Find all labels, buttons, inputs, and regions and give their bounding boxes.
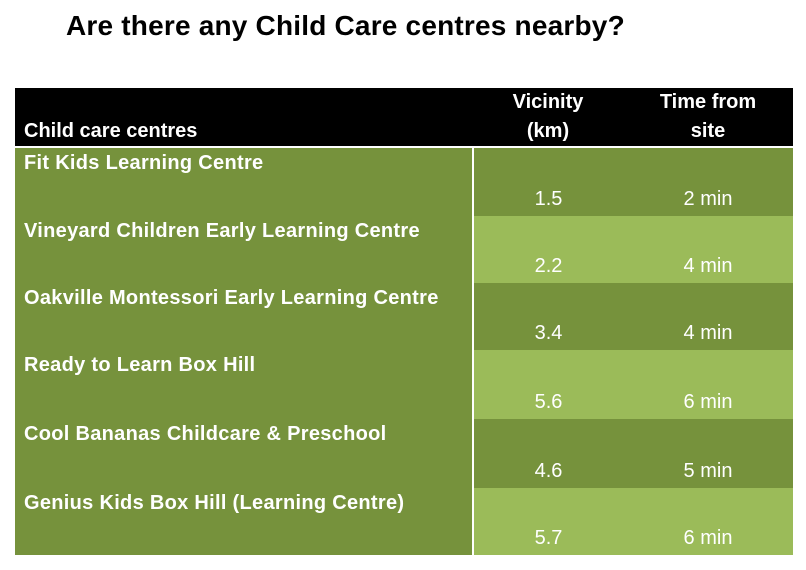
centre-name: Fit Kids Learning Centre — [15, 146, 474, 216]
header-time-line2: site — [690, 120, 726, 142]
centre-name: Oakville Montessori Early Learning Centr… — [15, 283, 474, 350]
table-row: Genius Kids Box Hill (Learning Centre) 5… — [15, 488, 793, 555]
header-time-line1: Time from — [659, 91, 757, 113]
centre-name: Cool Bananas Childcare & Preschool — [15, 419, 474, 488]
centre-name: Ready to Learn Box Hill — [15, 350, 474, 419]
time-value: 2 min — [623, 146, 793, 216]
time-value: 5 min — [623, 419, 793, 488]
time-value: 4 min — [623, 216, 793, 283]
vicinity-value: 3.4 — [473, 283, 623, 350]
header-vicinity-line2: (km) — [526, 120, 570, 142]
header-time-from-site: Time from site — [623, 88, 793, 147]
vicinity-value: 5.7 — [473, 488, 623, 555]
vicinity-value: 4.6 — [473, 419, 623, 488]
time-value: 4 min — [623, 283, 793, 350]
table-row: Ready to Learn Box Hill 5.6 6 min — [15, 350, 793, 419]
table-row: Vineyard Children Early Learning Centre … — [15, 216, 793, 283]
header-child-care-centres: Child care centres — [24, 120, 198, 142]
centre-name: Vineyard Children Early Learning Centre — [15, 216, 474, 283]
table-row: Oakville Montessori Early Learning Centr… — [15, 283, 793, 350]
table-row: Cool Bananas Childcare & Preschool 4.6 5… — [15, 419, 793, 488]
page-title: Are there any Child Care centres nearby? — [66, 10, 625, 41]
child-care-table: Child care centres Vicinity (km) Time fr… — [15, 88, 793, 555]
time-value: 6 min — [623, 488, 793, 555]
header-vicinity: Vicinity (km) — [473, 88, 623, 147]
centre-name: Genius Kids Box Hill (Learning Centre) — [15, 488, 474, 555]
time-value: 6 min — [623, 350, 793, 419]
table-header-row: Child care centres Vicinity (km) Time fr… — [15, 88, 793, 147]
vicinity-value: 2.2 — [473, 216, 623, 283]
vicinity-value: 5.6 — [473, 350, 623, 419]
table-row: Fit Kids Learning Centre 1.5 2 min — [15, 146, 793, 216]
header-vicinity-line1: Vicinity — [512, 91, 584, 113]
vicinity-value: 1.5 — [473, 146, 623, 216]
